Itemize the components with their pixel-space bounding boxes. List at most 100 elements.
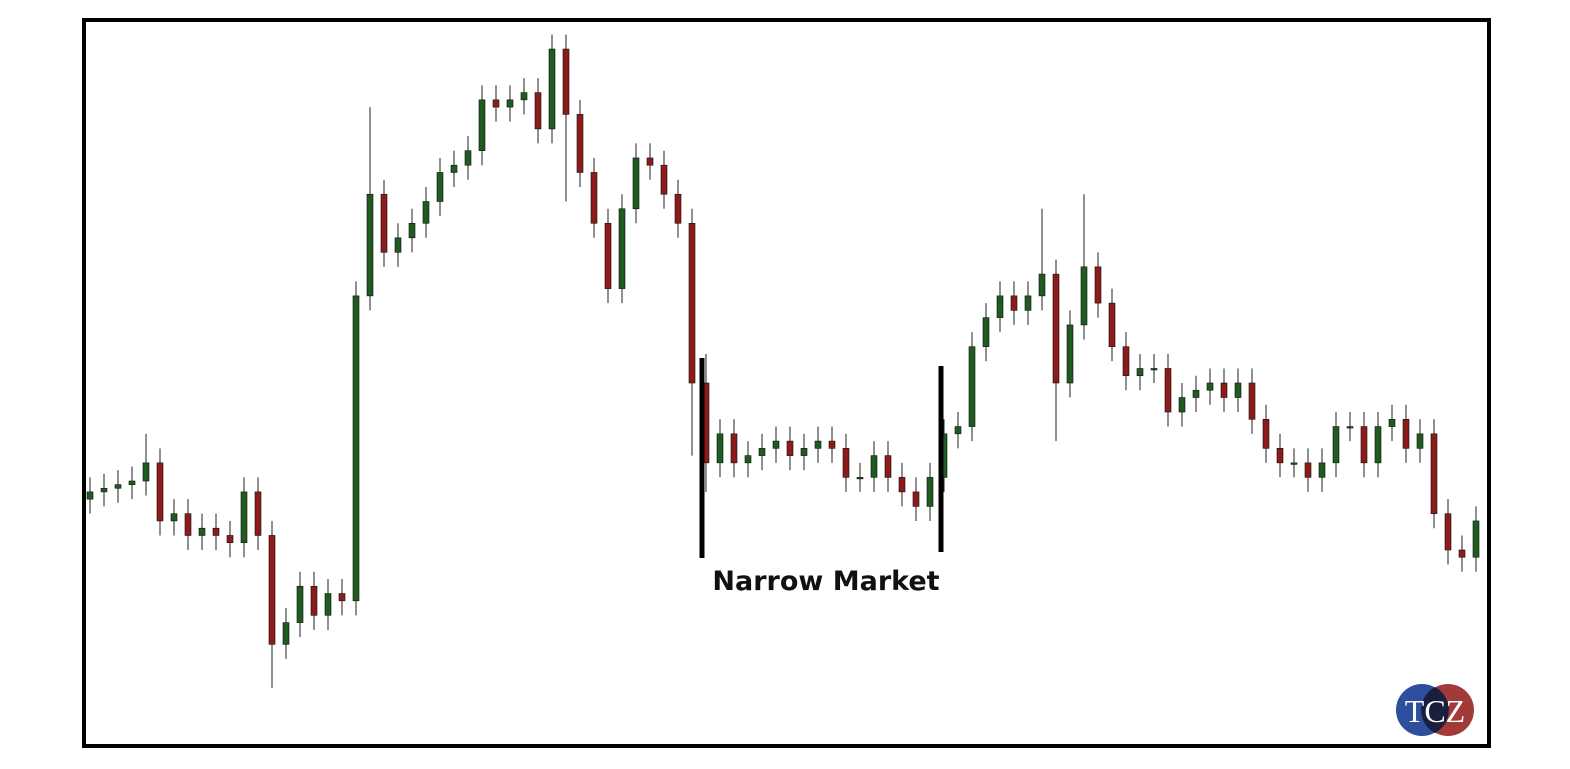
logo-overlap [1421,687,1449,733]
candle-body [156,462,164,522]
candle-body [1094,266,1102,304]
candle-body [1206,382,1214,391]
candle-body [1262,418,1270,449]
candle-body [394,237,402,253]
candle-body [1444,513,1452,551]
candle-body [982,317,990,348]
candle-body [898,477,906,493]
candle-body [968,346,976,427]
candle-body [408,222,416,239]
candle-body [100,487,108,493]
candle-body [1402,418,1410,449]
candle-body [954,426,962,435]
candle-body [1374,426,1382,464]
candle-body [170,513,178,522]
candle-body [674,193,682,224]
candle-body [478,99,486,151]
candle-body [282,622,290,645]
candle-body [632,157,640,210]
candle-body [1038,273,1046,297]
candle-body [366,193,374,297]
candle-body [562,48,570,115]
candle-body [828,440,836,449]
candle-body [1388,418,1396,427]
candle-body [1234,382,1242,398]
candle-body [758,448,766,456]
candle-body [1290,462,1298,465]
candle-body [800,448,808,456]
candle-body [114,484,122,489]
candle-body [688,222,696,384]
candle-body [1150,368,1158,371]
candle-body [1052,273,1060,384]
candle-body [1458,549,1466,558]
plot-frame [82,18,1491,748]
candle-body [1178,397,1186,413]
candle-body [1220,382,1228,398]
candle-body [212,527,220,536]
candle-body [1472,520,1480,558]
candle-body [604,222,612,289]
candle-body [506,99,514,108]
candle-body [1164,368,1172,413]
candle-body [142,462,150,482]
candle-body [436,172,444,202]
candle-body [1024,295,1032,311]
candle-body [450,164,458,173]
candle-body [772,440,780,449]
candle-body [1430,433,1438,514]
candle-body [492,99,500,108]
candle-body [1248,382,1256,420]
candle-body [184,513,192,536]
candles [86,34,1480,688]
candle-body [1192,389,1200,398]
candle-body [324,593,332,616]
candle-body [646,157,654,166]
candle-body [884,455,892,478]
candle-body [744,455,752,464]
candle-body [520,92,528,101]
candle-body [1416,433,1424,449]
candle-body [730,433,738,464]
logo-text: TCZ [1405,693,1465,729]
candle-body [590,172,598,224]
candle-body [1360,426,1368,464]
candle-body [842,448,850,478]
annotation: Narrow Market [712,566,939,597]
candle-body [996,295,1004,318]
candle-body [422,201,430,224]
candle-body [1304,462,1312,478]
candle-body [268,535,276,645]
candle-body [1080,266,1088,326]
candle-body [198,527,206,536]
logo: TCZ [1396,684,1474,736]
candle-body [464,150,472,166]
candle-body [716,433,724,464]
candle-body [618,208,626,289]
candle-body [86,491,94,500]
candle-body [576,114,584,173]
candle-body [310,585,318,616]
candle-body [786,440,794,456]
candle-body [380,193,388,253]
candle-body [534,92,542,130]
candle-body [1108,302,1116,348]
candle-body [870,455,878,478]
candle-body [1346,426,1354,429]
candle-body [1136,368,1144,377]
candle-body [548,48,556,130]
candle-body [856,477,864,480]
candle-body [338,593,346,602]
candle-body [1276,448,1284,464]
candle-body [352,295,360,602]
candle-body [660,164,668,195]
candle-body [240,491,248,544]
candle-body [1010,295,1018,311]
candle-body [814,440,822,449]
candle-body [912,491,920,507]
candle-body [1332,426,1340,464]
candle-body [226,535,234,544]
candle-body [1122,346,1130,377]
